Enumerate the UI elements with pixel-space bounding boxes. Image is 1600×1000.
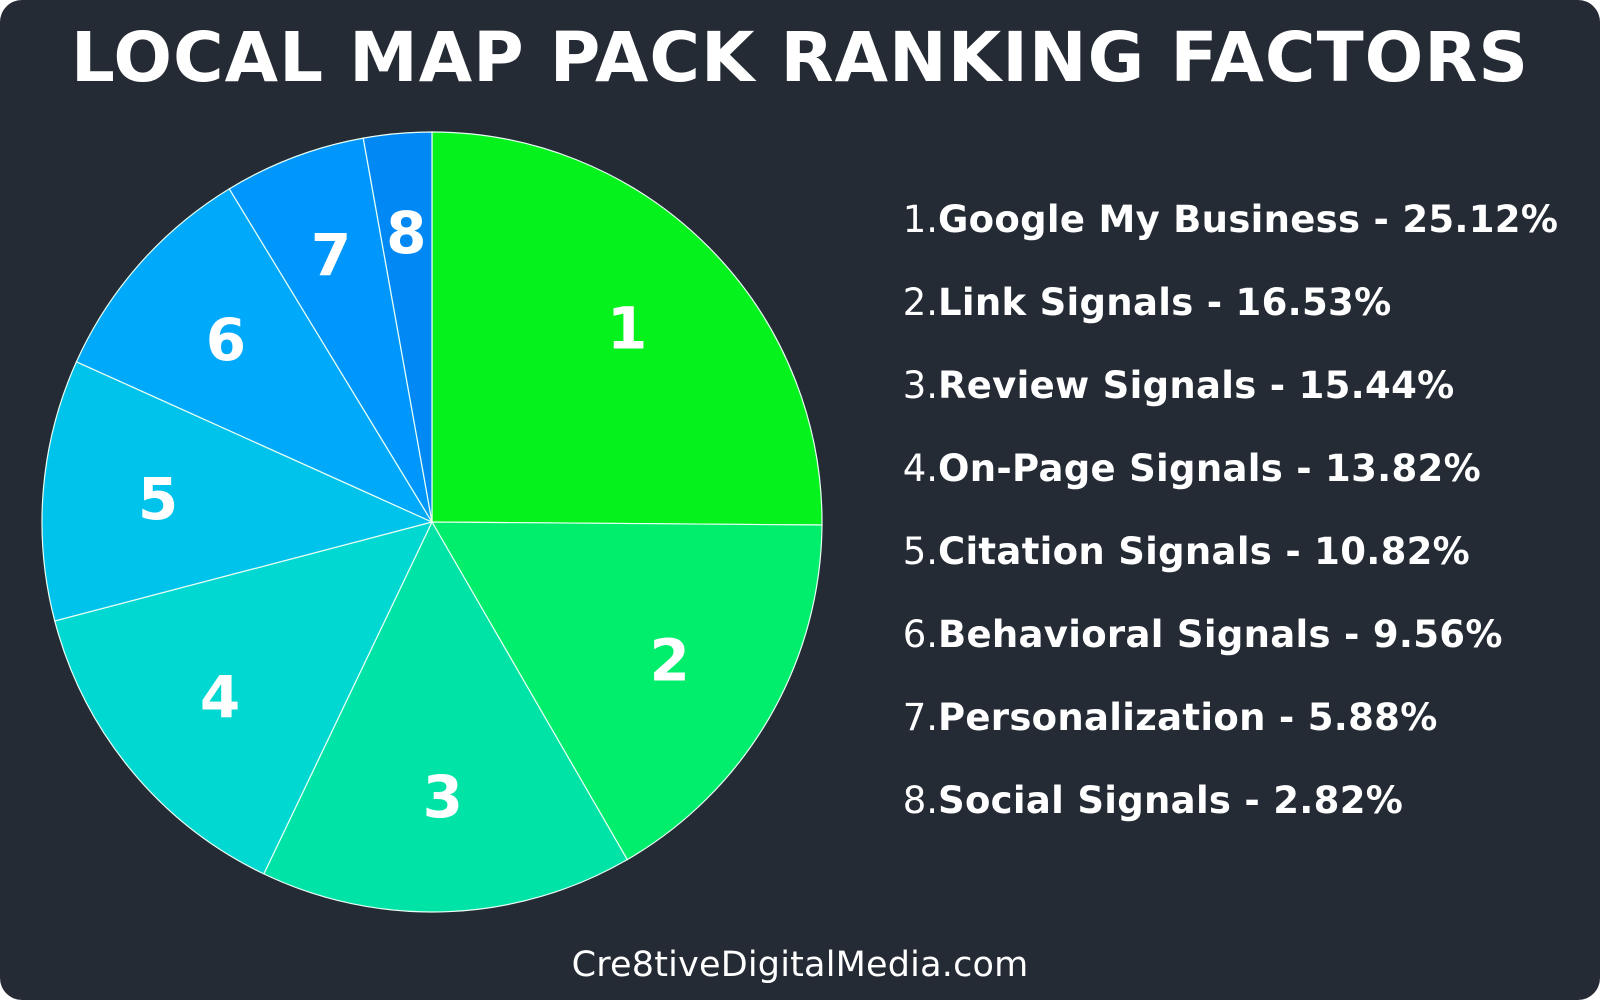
legend-number: 4. [902,447,938,490]
legend-item: 2.Link Signals - 16.53% [900,273,1590,333]
legend-item: 4.On-Page Signals - 13.82% [900,439,1590,499]
pie-slice-7 [228,137,433,523]
legend-item: 8.Social Signals - 2.82% [900,771,1590,831]
legend-number: 6. [902,613,938,656]
pie-slice-4 [54,521,434,875]
slice-label-8: 8 [386,199,426,267]
legend-number: 1. [902,198,938,241]
legend-label: Google My Business - 25.12% [938,198,1559,241]
legend-item: 1.Google My Business - 25.12% [900,190,1590,250]
legend-number: 3. [902,364,938,407]
pie-slice-2 [430,521,823,861]
slice-label-3: 3 [423,763,463,831]
chart-title: LOCAL MAP PACK RANKING FACTORS [70,18,1530,98]
pie-slice-8 [362,131,433,523]
legend-label: On-Page Signals - 13.82% [938,447,1481,490]
legend-label: Review Signals - 15.44% [938,364,1455,407]
legend-number: 5. [902,530,938,573]
slice-label-1: 1 [607,294,647,362]
legend-label: Link Signals - 16.53% [938,281,1392,324]
pie-slice-1 [431,131,823,526]
legend-item: 5.Citation Signals - 10.82% [900,522,1590,582]
pie-slice-6 [75,188,434,524]
legend-number: 2. [902,281,938,324]
legend-item: 7.Personalization - 5.88% [900,688,1590,748]
legend-number: 8. [902,779,938,822]
slice-label-2: 2 [650,626,690,694]
legend-label: Social Signals - 2.82% [938,779,1404,822]
legend-item: 6.Behavioral Signals - 9.56% [900,605,1590,665]
footer-website: Cre8tiveDigitalMedia.com [571,945,1029,985]
legend-item: 3.Review Signals - 15.44% [900,356,1590,416]
legend-number: 7. [902,696,938,739]
slice-label-7: 7 [311,222,351,290]
legend-label: Behavioral Signals - 9.56% [938,613,1503,656]
slice-label-6: 6 [206,306,246,374]
pie-slice-5 [41,360,434,622]
legend-label: Citation Signals - 10.82% [938,530,1471,573]
slice-label-4: 4 [200,663,240,731]
pie-slice-3 [263,520,629,913]
slice-label-5: 5 [138,465,178,533]
legend-label: Personalization - 5.88% [938,696,1438,739]
